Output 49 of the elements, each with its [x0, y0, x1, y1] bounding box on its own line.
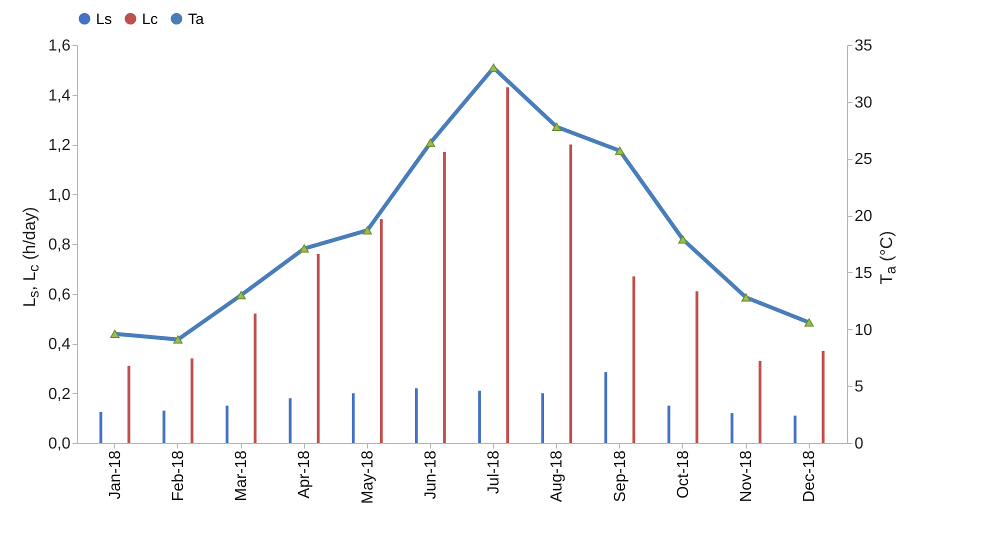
x-tick-label: Sep-18 — [612, 450, 630, 502]
x-tick-label: Jul-18 — [486, 450, 503, 494]
bar — [190, 358, 194, 443]
bar — [542, 393, 544, 443]
y2-tick-label: 5 — [854, 378, 864, 396]
y2-tick-label: 30 — [854, 94, 873, 112]
x-tick-label: Oct-18 — [675, 450, 692, 499]
y2-tick-label: 20 — [854, 208, 873, 226]
bar — [289, 398, 292, 443]
y-tick-label: 1,0 — [48, 186, 71, 204]
y2-tick-label: 35 — [854, 38, 873, 54]
y-tick-label: 1,2 — [48, 137, 71, 154]
bar — [730, 413, 734, 443]
legend-label: Ta — [188, 10, 205, 28]
bar — [128, 366, 131, 443]
y-tick-label: 1,6 — [48, 38, 71, 54]
bar — [380, 219, 384, 443]
x-tick-label: Apr-18 — [296, 450, 314, 499]
x-tick-label: Aug-18 — [549, 450, 566, 502]
y-tick-label: 0,0 — [48, 436, 71, 452]
y2-tick-label: 10 — [854, 322, 873, 339]
bar — [696, 291, 699, 443]
bar — [506, 87, 510, 443]
x-tick-label: Mar-18 — [233, 450, 250, 502]
bar — [254, 314, 257, 443]
y-tick-label: 0,2 — [48, 386, 71, 403]
bar — [162, 410, 166, 443]
bar — [415, 388, 418, 443]
y-tick-label: 0,4 — [48, 336, 71, 353]
y2-tick-label: 25 — [854, 151, 873, 168]
bar — [759, 360, 762, 443]
y-tick-label: 0,8 — [48, 236, 71, 254]
y-tick-label: 0,6 — [48, 286, 71, 304]
x-tick-label: Nov-18 — [738, 450, 756, 502]
bar — [668, 406, 671, 443]
bar — [478, 390, 482, 443]
y2-tick-label: 15 — [854, 264, 873, 282]
legend-label: Ls — [96, 10, 112, 28]
y-tick-label: 1,4 — [48, 87, 71, 104]
bar — [443, 152, 446, 443]
bar — [794, 416, 797, 443]
legend-label: Lc — [142, 10, 159, 28]
y2-tick-label: 0 — [854, 436, 864, 452]
bar — [226, 406, 229, 443]
x-tick-label: May-18 — [360, 450, 377, 504]
x-tick-label: Feb-18 — [170, 450, 188, 502]
x-tick-label: Jun-18 — [422, 450, 440, 500]
x-tick-label: Jan-18 — [107, 450, 124, 500]
x-tick-label: Dec-18 — [802, 450, 819, 502]
